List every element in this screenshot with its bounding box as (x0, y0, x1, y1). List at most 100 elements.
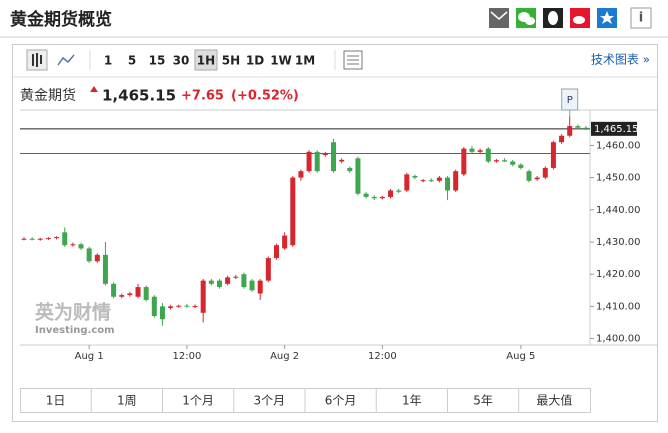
last-price-box (591, 121, 637, 136)
interval-button[interactable]: 5H (222, 54, 240, 68)
last-price-label: 1,465.15 (594, 124, 639, 135)
candle-body (298, 171, 304, 178)
info-icon[interactable] (630, 7, 652, 29)
candle-body (94, 254, 100, 262)
candle-body (314, 151, 320, 172)
candle-body (428, 180, 434, 182)
candle-body (502, 160, 508, 162)
candle-body (306, 151, 312, 172)
up-arrow (90, 86, 98, 92)
tech-chart-link[interactable]: 技术图表 » (591, 53, 650, 67)
candle-body (469, 148, 475, 152)
candle-body (249, 280, 255, 291)
candle-body (322, 153, 328, 156)
page-title: 黄金期货概览 (10, 9, 112, 30)
widget-frame (12, 44, 658, 422)
candle-body (453, 171, 459, 191)
candle-body (216, 280, 222, 288)
candle-body (233, 276, 239, 278)
candle-body (176, 305, 182, 307)
range-button[interactable]: 1个月 (182, 394, 214, 408)
interval-button[interactable]: 1D (246, 54, 264, 68)
candle-body (70, 244, 76, 246)
y-tick-label: 1,420.00 (596, 269, 641, 280)
candle-body (62, 232, 68, 246)
candle-body (45, 238, 51, 240)
candle-body (412, 175, 418, 178)
y-tick-label: 1,460.00 (596, 140, 641, 151)
candle-body (225, 277, 231, 284)
candle-body (184, 305, 190, 307)
candle-body (347, 167, 353, 172)
interval-button[interactable]: 1M (295, 54, 315, 68)
interval-button[interactable]: 15 (149, 54, 166, 68)
candle-body (575, 126, 581, 128)
candle-body (363, 193, 369, 197)
candle-body (396, 190, 402, 192)
candle-body (485, 148, 491, 162)
range-button[interactable]: 1周 (117, 394, 137, 408)
quote-name: 黄金期货 (20, 87, 76, 104)
candle-body (510, 161, 516, 165)
range-button[interactable]: 1年 (402, 394, 422, 408)
candle-body (461, 148, 467, 175)
candle-body (86, 248, 92, 262)
candle-body (550, 142, 556, 168)
candle-body (477, 150, 483, 152)
range-buttons: 1日 1周 1个月 3个月 6个月 1年 5年 最大值 (20, 388, 591, 413)
candle-body (135, 287, 141, 297)
range-button[interactable]: 3个月 (254, 394, 286, 408)
candle-body (208, 280, 214, 284)
range-button[interactable]: 1日 (46, 394, 66, 408)
interval-button[interactable]: 1H (197, 54, 215, 68)
candle-body (445, 177, 451, 191)
candle-body (339, 159, 345, 162)
candle-body (282, 235, 288, 249)
candle-body (404, 174, 410, 191)
candle-body (290, 177, 296, 246)
candle-body (420, 180, 426, 182)
candle-body (355, 158, 361, 194)
candle-body (127, 293, 133, 296)
mail-icon[interactable] (489, 8, 509, 28)
candle-body (379, 196, 385, 199)
candle-body (436, 177, 442, 181)
candle-body (526, 171, 532, 181)
annotation-box (561, 88, 579, 111)
line-type-button[interactable] (57, 54, 75, 66)
candle-body (567, 126, 573, 136)
watermark: 英为财情 Investing.com (35, 301, 115, 337)
interval-buttons: 1 5 15 30 1H 5H 1D 1W 1M (104, 49, 315, 71)
quote-price: 1,465.15 (102, 87, 176, 105)
watermark-brand: 英为财情 (35, 301, 111, 324)
candle-body (168, 306, 174, 308)
candle-body (29, 238, 35, 240)
watermark-site: Investing.com (35, 325, 115, 336)
candle-body (257, 280, 263, 294)
y-tick-label: 1,450.00 (596, 173, 641, 184)
candle-body (151, 296, 157, 317)
candle-body (192, 306, 198, 308)
range-button[interactable]: 最大值 (536, 393, 572, 408)
interval-button[interactable]: 1W (270, 54, 292, 68)
candle-body (54, 237, 60, 239)
y-tick-label: 1,430.00 (596, 237, 641, 248)
interval-button[interactable]: 5 (128, 54, 136, 68)
candle-body (241, 274, 247, 288)
range-button[interactable]: 5年 (473, 394, 493, 408)
quote-change-pct: (+0.52%) (231, 89, 299, 104)
candle-body (119, 295, 125, 297)
candle-body (143, 287, 149, 300)
x-tick-label: Aug 2 (270, 351, 299, 362)
interval-button[interactable]: 30 (173, 54, 190, 68)
selected-interval (194, 49, 218, 71)
candle-body (493, 160, 499, 162)
range-button[interactable]: 6个月 (325, 394, 357, 408)
candle-body (534, 177, 540, 180)
annotation-label: P (567, 95, 573, 106)
candle-body (200, 280, 206, 313)
candle-body (265, 258, 271, 281)
interval-button[interactable]: 1 (104, 54, 112, 68)
candle-body (159, 306, 165, 320)
